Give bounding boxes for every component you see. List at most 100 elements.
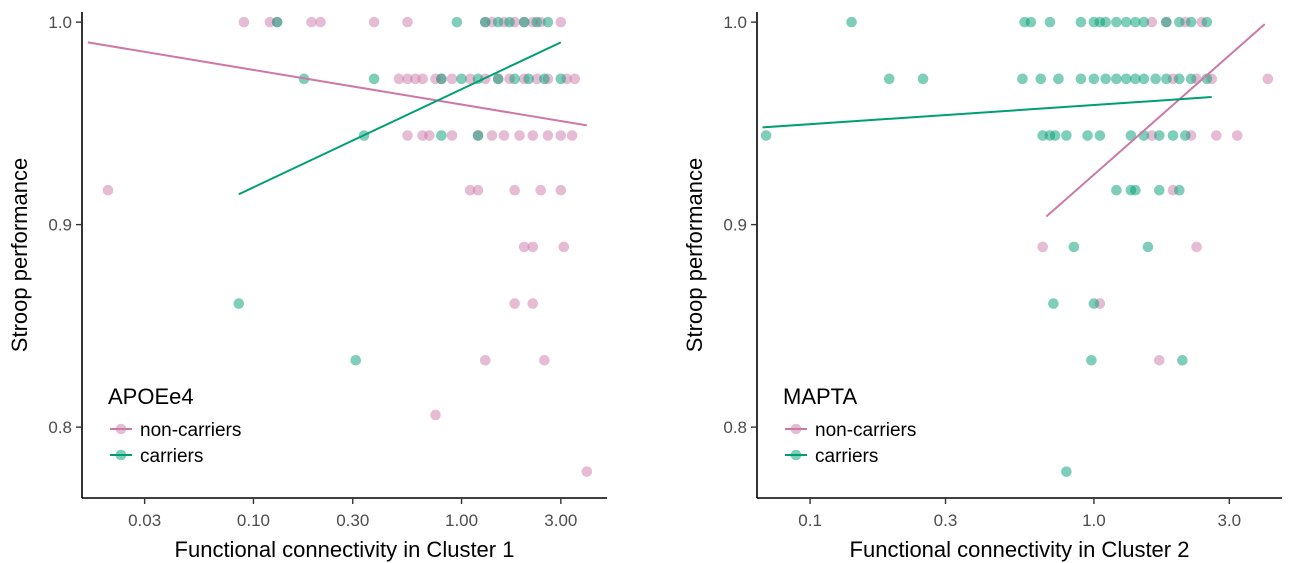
data-point <box>417 73 428 85</box>
data-point <box>1068 241 1080 253</box>
data-point <box>1088 298 1100 309</box>
data-point <box>523 73 534 85</box>
legend-key-point <box>115 423 127 435</box>
data-point <box>1025 16 1037 28</box>
data-point <box>238 16 250 28</box>
data-point <box>527 130 539 141</box>
legend-title: MAPTA <box>783 384 857 409</box>
data-point <box>1049 130 1061 141</box>
data-point <box>542 130 554 141</box>
trend-line <box>1045 23 1266 218</box>
series-non-carriers <box>102 16 593 477</box>
data-point <box>1094 130 1106 141</box>
series-carriers <box>233 16 567 366</box>
data-point <box>518 241 530 253</box>
data-point <box>1048 298 1059 309</box>
data-point <box>539 73 550 85</box>
data-point <box>1017 73 1028 85</box>
data-point <box>531 16 543 28</box>
data-point <box>492 73 504 85</box>
x-tick-label: 0.03 <box>128 511 161 530</box>
data-point <box>1125 130 1137 141</box>
data-point <box>1154 184 1165 196</box>
data-point <box>479 16 491 28</box>
data-point <box>1044 16 1056 28</box>
data-point <box>464 73 476 85</box>
x-tick-label: 0.1 <box>798 511 822 530</box>
data-point <box>531 73 543 85</box>
data-point <box>555 184 567 196</box>
data-point <box>1086 355 1097 366</box>
data-point <box>1088 73 1100 85</box>
data-point <box>1061 130 1072 141</box>
data-point <box>509 184 520 196</box>
data-point <box>555 73 567 85</box>
data-point <box>1130 73 1141 85</box>
data-point <box>1201 73 1213 85</box>
x-tick-label: 0.10 <box>237 511 270 530</box>
data-point <box>1174 184 1185 196</box>
legend: APOEe4 non-carriers carriers <box>108 384 241 467</box>
data-point <box>514 130 525 141</box>
data-point <box>402 73 413 85</box>
data-point <box>492 16 504 28</box>
data-point <box>472 130 484 141</box>
data-point <box>509 73 520 85</box>
legend-label: non-carriers <box>140 420 241 441</box>
data-point <box>1111 73 1122 85</box>
y-tick-label: 0.8 <box>723 418 747 437</box>
data-point <box>1177 355 1188 366</box>
y-axis-title: Stroop performance <box>7 158 32 352</box>
data-point <box>1035 73 1047 85</box>
data-point <box>569 73 581 85</box>
data-point <box>535 184 546 196</box>
data-point <box>486 130 498 141</box>
data-point <box>1037 241 1048 253</box>
data-point <box>1111 16 1122 28</box>
data-point <box>1146 16 1158 28</box>
legend-label: non-carriers <box>815 420 916 441</box>
chart-panel-1: 0.8 0.9 1.0 0.03 0.10 0.30 1.00 3.00 Functional … <box>7 12 607 562</box>
data-point <box>539 355 550 366</box>
data-point <box>883 73 895 85</box>
data-point <box>581 466 593 477</box>
legend-title: APOEe4 <box>108 384 194 409</box>
chart-panel-2: 0.8 0.9 1.0 0.1 0.3 1.0 3.0 Functional connecti… <box>682 12 1282 562</box>
data-point <box>271 16 283 28</box>
y-axis-title: Stroop performance <box>682 158 707 352</box>
data-point <box>464 184 476 196</box>
legend: MAPTA non-carriers carriers <box>783 384 916 467</box>
data-point <box>436 130 447 141</box>
data-point <box>1111 184 1122 196</box>
data-point <box>306 16 317 28</box>
data-point <box>1075 73 1087 85</box>
data-point <box>566 130 578 141</box>
data-point <box>1138 16 1150 28</box>
data-point <box>424 130 435 141</box>
data-point <box>456 73 467 85</box>
data-point <box>917 73 929 85</box>
trend-line <box>87 41 587 127</box>
data-point <box>472 73 484 85</box>
data-point <box>1130 16 1141 28</box>
data-point <box>1191 241 1202 253</box>
legend-label: carriers <box>140 446 203 467</box>
data-point <box>527 298 539 309</box>
data-point <box>1146 130 1158 141</box>
data-point <box>393 73 405 85</box>
data-point <box>1120 16 1132 28</box>
x-tick-label: 1.00 <box>445 511 478 530</box>
data-point <box>1061 466 1072 477</box>
data-point <box>446 130 458 141</box>
x-axis-title: Functional connectivity in Cluster 1 <box>175 537 515 562</box>
data-point <box>1150 73 1161 85</box>
data-point <box>558 241 570 253</box>
data-point <box>315 16 326 28</box>
data-point <box>1211 130 1222 141</box>
data-point <box>1161 16 1172 28</box>
data-point <box>1142 241 1154 253</box>
data-point <box>1154 130 1165 141</box>
data-point <box>1262 73 1274 85</box>
data-point <box>350 355 362 366</box>
data-point <box>846 16 857 28</box>
